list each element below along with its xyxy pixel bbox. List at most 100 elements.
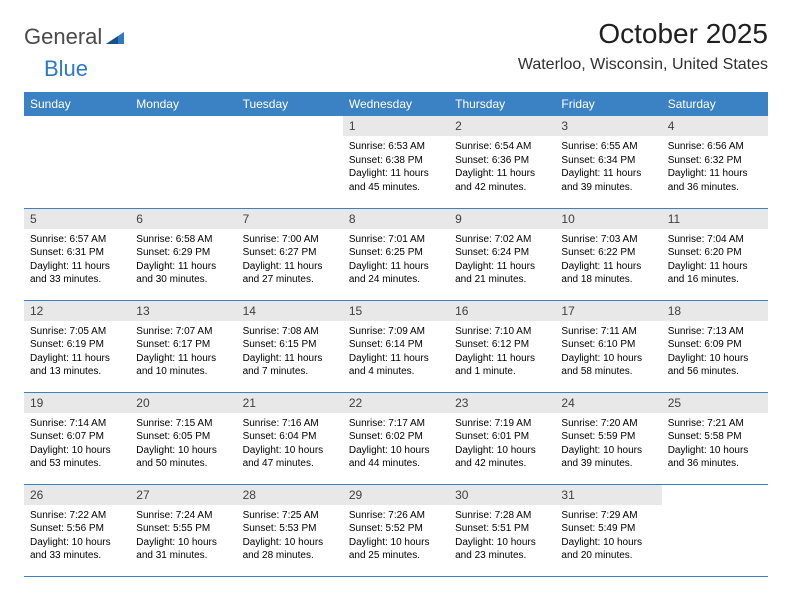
calendar-cell: 27Sunrise: 7:24 AMSunset: 5:55 PMDayligh… (130, 484, 236, 576)
day-number: 5 (24, 209, 130, 229)
day-number (237, 116, 343, 136)
calendar-week-row: 12Sunrise: 7:05 AMSunset: 6:19 PMDayligh… (24, 300, 768, 392)
cell-body: Sunrise: 7:08 AMSunset: 6:15 PMDaylight:… (237, 321, 343, 385)
weekday-header: Tuesday (237, 92, 343, 116)
cell-body: Sunrise: 6:54 AMSunset: 6:36 PMDaylight:… (449, 136, 555, 200)
daylight-text: Daylight: 11 hours and 39 minutes. (561, 167, 655, 194)
sunrise-text: Sunrise: 7:21 AM (668, 417, 762, 431)
day-number: 20 (130, 393, 236, 413)
cell-body: Sunrise: 6:53 AMSunset: 6:38 PMDaylight:… (343, 136, 449, 200)
sunrise-text: Sunrise: 6:53 AM (349, 140, 443, 154)
cell-body: Sunrise: 7:22 AMSunset: 5:56 PMDaylight:… (24, 505, 130, 569)
weekday-header: Sunday (24, 92, 130, 116)
daylight-text: Daylight: 10 hours and 39 minutes. (561, 444, 655, 471)
calendar-cell: 2Sunrise: 6:54 AMSunset: 6:36 PMDaylight… (449, 116, 555, 208)
daylight-text: Daylight: 10 hours and 25 minutes. (349, 536, 443, 563)
day-number: 17 (555, 301, 661, 321)
daylight-text: Daylight: 10 hours and 42 minutes. (455, 444, 549, 471)
calendar-cell: 21Sunrise: 7:16 AMSunset: 6:04 PMDayligh… (237, 392, 343, 484)
sunset-text: Sunset: 5:56 PM (30, 522, 124, 536)
calendar-week-row: 26Sunrise: 7:22 AMSunset: 5:56 PMDayligh… (24, 484, 768, 576)
sunset-text: Sunset: 6:04 PM (243, 430, 337, 444)
sunset-text: Sunset: 6:32 PM (668, 154, 762, 168)
sunrise-text: Sunrise: 7:05 AM (30, 325, 124, 339)
cell-body: Sunrise: 7:24 AMSunset: 5:55 PMDaylight:… (130, 505, 236, 569)
sunrise-text: Sunrise: 7:13 AM (668, 325, 762, 339)
daylight-text: Daylight: 10 hours and 47 minutes. (243, 444, 337, 471)
sunset-text: Sunset: 6:12 PM (455, 338, 549, 352)
day-number: 28 (237, 485, 343, 505)
sunrise-text: Sunrise: 6:57 AM (30, 233, 124, 247)
cell-body: Sunrise: 7:21 AMSunset: 5:58 PMDaylight:… (662, 413, 768, 477)
cell-body: Sunrise: 7:20 AMSunset: 5:59 PMDaylight:… (555, 413, 661, 477)
calendar-cell: 19Sunrise: 7:14 AMSunset: 6:07 PMDayligh… (24, 392, 130, 484)
sunset-text: Sunset: 5:49 PM (561, 522, 655, 536)
daylight-text: Daylight: 11 hours and 30 minutes. (136, 260, 230, 287)
cell-body: Sunrise: 7:13 AMSunset: 6:09 PMDaylight:… (662, 321, 768, 385)
calendar-cell: 14Sunrise: 7:08 AMSunset: 6:15 PMDayligh… (237, 300, 343, 392)
sunrise-text: Sunrise: 6:54 AM (455, 140, 549, 154)
day-number: 10 (555, 209, 661, 229)
cell-body: Sunrise: 7:17 AMSunset: 6:02 PMDaylight:… (343, 413, 449, 477)
sunset-text: Sunset: 6:19 PM (30, 338, 124, 352)
sunset-text: Sunset: 6:22 PM (561, 246, 655, 260)
day-number: 15 (343, 301, 449, 321)
sunrise-text: Sunrise: 7:04 AM (668, 233, 762, 247)
sunset-text: Sunset: 6:02 PM (349, 430, 443, 444)
sunrise-text: Sunrise: 7:16 AM (243, 417, 337, 431)
day-number: 14 (237, 301, 343, 321)
day-number: 25 (662, 393, 768, 413)
sunrise-text: Sunrise: 7:07 AM (136, 325, 230, 339)
day-number: 1 (343, 116, 449, 136)
day-number: 27 (130, 485, 236, 505)
sunrise-text: Sunrise: 7:24 AM (136, 509, 230, 523)
day-number: 16 (449, 301, 555, 321)
daylight-text: Daylight: 10 hours and 20 minutes. (561, 536, 655, 563)
calendar-cell: 10Sunrise: 7:03 AMSunset: 6:22 PMDayligh… (555, 208, 661, 300)
daylight-text: Daylight: 10 hours and 44 minutes. (349, 444, 443, 471)
cell-body: Sunrise: 7:15 AMSunset: 6:05 PMDaylight:… (130, 413, 236, 477)
calendar-cell: 11Sunrise: 7:04 AMSunset: 6:20 PMDayligh… (662, 208, 768, 300)
day-number: 12 (24, 301, 130, 321)
cell-body: Sunrise: 6:56 AMSunset: 6:32 PMDaylight:… (662, 136, 768, 200)
cell-body: Sunrise: 7:09 AMSunset: 6:14 PMDaylight:… (343, 321, 449, 385)
calendar-cell: 22Sunrise: 7:17 AMSunset: 6:02 PMDayligh… (343, 392, 449, 484)
sunrise-text: Sunrise: 7:29 AM (561, 509, 655, 523)
cell-body: Sunrise: 7:25 AMSunset: 5:53 PMDaylight:… (237, 505, 343, 569)
daylight-text: Daylight: 11 hours and 33 minutes. (30, 260, 124, 287)
sunset-text: Sunset: 6:10 PM (561, 338, 655, 352)
weekday-header: Friday (555, 92, 661, 116)
cell-body: Sunrise: 7:04 AMSunset: 6:20 PMDaylight:… (662, 229, 768, 293)
day-number: 31 (555, 485, 661, 505)
calendar-cell: 1Sunrise: 6:53 AMSunset: 6:38 PMDaylight… (343, 116, 449, 208)
calendar-cell (130, 116, 236, 208)
sunset-text: Sunset: 6:15 PM (243, 338, 337, 352)
daylight-text: Daylight: 11 hours and 21 minutes. (455, 260, 549, 287)
daylight-text: Daylight: 11 hours and 1 minute. (455, 352, 549, 379)
sunrise-text: Sunrise: 7:03 AM (561, 233, 655, 247)
cell-body: Sunrise: 7:26 AMSunset: 5:52 PMDaylight:… (343, 505, 449, 569)
sunrise-text: Sunrise: 7:08 AM (243, 325, 337, 339)
calendar-cell: 9Sunrise: 7:02 AMSunset: 6:24 PMDaylight… (449, 208, 555, 300)
weekday-header: Wednesday (343, 92, 449, 116)
sunset-text: Sunset: 6:25 PM (349, 246, 443, 260)
weekday-header: Monday (130, 92, 236, 116)
day-number: 6 (130, 209, 236, 229)
day-number: 23 (449, 393, 555, 413)
sunrise-text: Sunrise: 7:19 AM (455, 417, 549, 431)
sunrise-text: Sunrise: 7:01 AM (349, 233, 443, 247)
daylight-text: Daylight: 11 hours and 13 minutes. (30, 352, 124, 379)
day-number: 26 (24, 485, 130, 505)
sunrise-text: Sunrise: 7:26 AM (349, 509, 443, 523)
calendar-cell: 12Sunrise: 7:05 AMSunset: 6:19 PMDayligh… (24, 300, 130, 392)
calendar-cell (662, 484, 768, 576)
cell-body: Sunrise: 7:05 AMSunset: 6:19 PMDaylight:… (24, 321, 130, 385)
day-number: 2 (449, 116, 555, 136)
calendar-cell: 29Sunrise: 7:26 AMSunset: 5:52 PMDayligh… (343, 484, 449, 576)
sunset-text: Sunset: 6:36 PM (455, 154, 549, 168)
cell-body: Sunrise: 7:10 AMSunset: 6:12 PMDaylight:… (449, 321, 555, 385)
daylight-text: Daylight: 10 hours and 23 minutes. (455, 536, 549, 563)
calendar-cell: 8Sunrise: 7:01 AMSunset: 6:25 PMDaylight… (343, 208, 449, 300)
calendar-week-row: 1Sunrise: 6:53 AMSunset: 6:38 PMDaylight… (24, 116, 768, 208)
sunset-text: Sunset: 6:31 PM (30, 246, 124, 260)
